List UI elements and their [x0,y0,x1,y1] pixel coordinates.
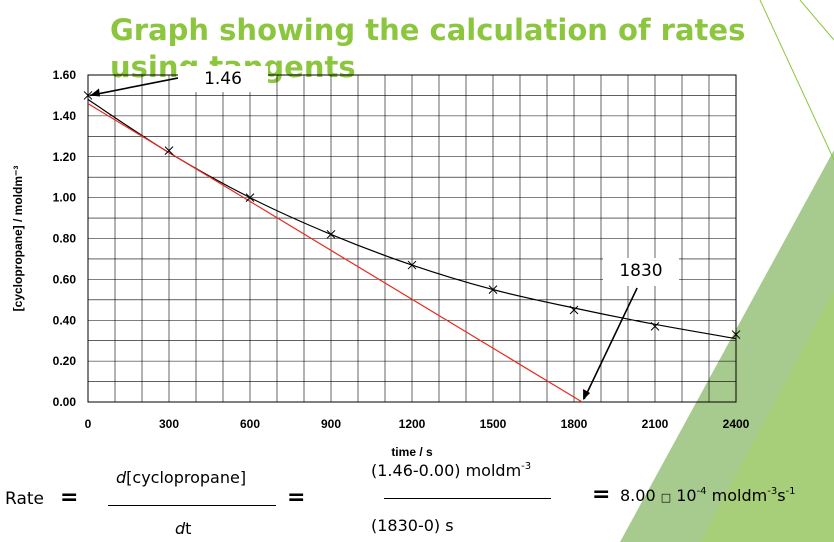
y-tick-label: 0.20 [53,354,77,368]
y-tick-label: 0.80 [53,232,77,246]
data-point-marker [326,230,336,239]
y-tick-label: 1.60 [53,68,77,82]
deco-line [759,0,834,161]
page-title: Graph showing the calculation of rates u… [110,13,746,84]
fraction-bar-2 [384,498,551,499]
chart-ticks: 0 300 600 900 1200 1500 1800 2100 2400 0.00 0.20 0.… [53,68,750,431]
intercept-callout: 1830 [603,258,679,286]
x-tick-label: 0 [85,417,92,431]
data-point-marker [569,305,579,315]
equals-sign: = [592,482,611,507]
y-tick-label: 0.00 [53,395,77,409]
result: 8.00 □ 10-4 moldm-3s-1 [620,486,796,505]
x-tick-label: 1500 [480,417,507,431]
x-axis-label: time / s [391,445,433,459]
initial-arrow [89,74,192,97]
data-point-marker [245,193,255,202]
chart-grid [87,74,737,403]
data-point-marker [488,285,498,294]
x-tick-label: 900 [321,417,341,431]
data-point-marker [407,260,417,270]
rate-chart: 0 300 600 900 1200 1500 1800 2100 2400 0.00 0.20 0.… [11,68,750,459]
plot-frame [87,74,737,403]
y-tick-label: 1.40 [53,109,77,123]
initial-callout: 1.46 [178,66,268,92]
intercept-arrow [583,287,638,400]
deco-light-triangle [700,290,834,542]
x-tick-label: 300 [159,417,179,431]
y-tick-label: 1.20 [53,150,77,164]
x-tick-label: 2400 [723,417,750,431]
y-tick-label: 0.60 [53,272,77,286]
tangent-line [87,103,583,403]
data-point-marker [650,322,660,331]
data-point-marker [164,146,174,155]
y-tick-label: 0.40 [53,313,77,327]
deco-line [799,0,834,41]
x-tick-label: 1800 [561,417,588,431]
x-tick-label: 1200 [399,417,426,431]
x-tick-label: 600 [240,417,260,431]
data-point-marker [731,330,741,339]
fraction-bar-1 [108,505,276,506]
y-tick-label: 1.00 [53,191,77,205]
denominator-2: (1830-0) s [371,516,454,535]
rate-label: Rate [5,489,44,509]
y-axis-label: [cyclopropane] / moldm⁻³ [11,166,25,312]
equals-sign: = [287,485,306,510]
x-tick-label: 2100 [642,417,669,431]
denominator-1: dt [175,519,192,538]
equals-sign: = [60,485,79,510]
data-point-marker [83,91,93,100]
numerator-1: d[cyclopropane] [116,468,247,487]
numerator-2: (1.46-0.00) moldm-3 [371,461,532,480]
